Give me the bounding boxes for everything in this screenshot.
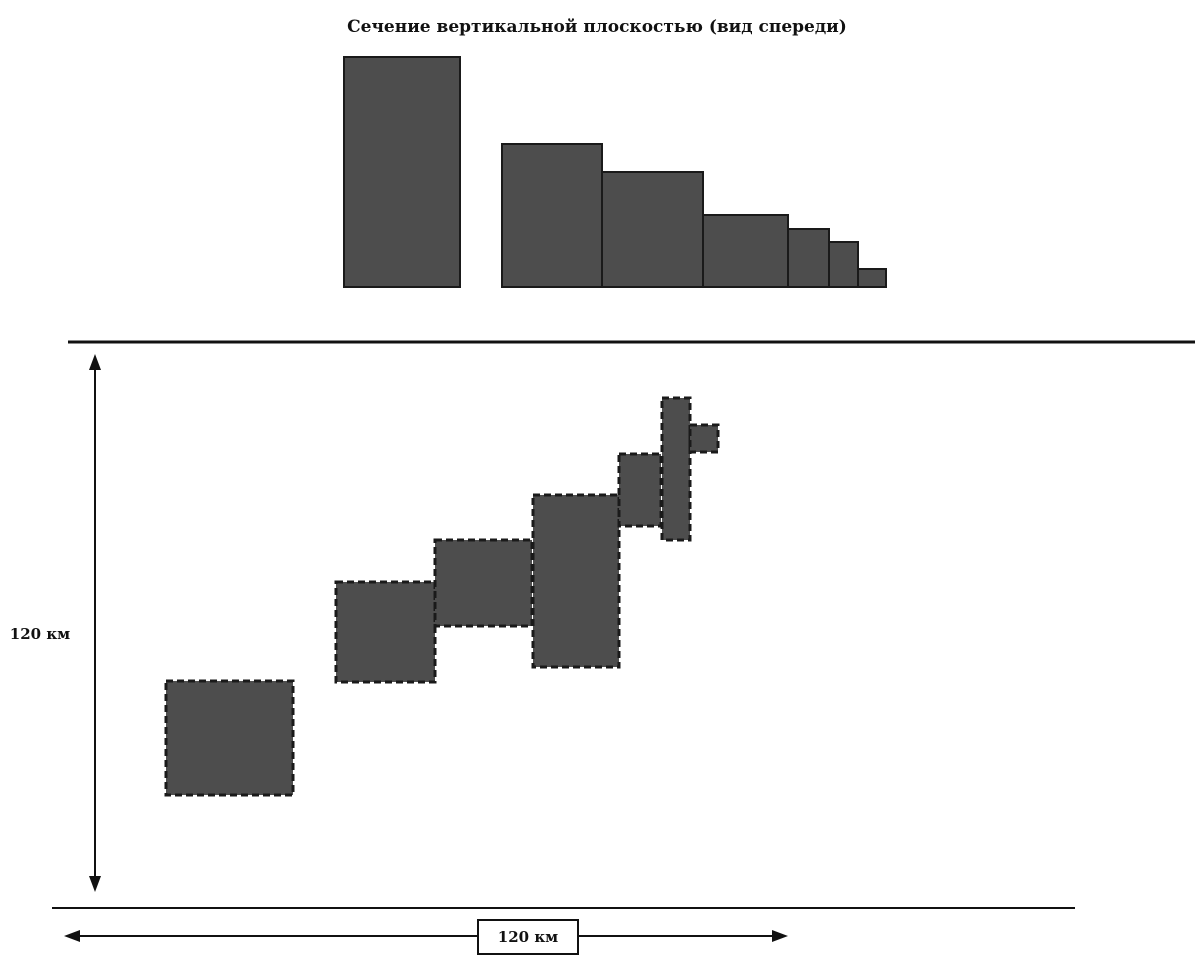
plan-block-4 — [531, 493, 621, 669]
vertical-dimension-label: 120 км — [10, 625, 70, 643]
front-view-section — [343, 56, 887, 288]
vertical-dimension-arrow — [89, 354, 101, 892]
arrow-up-icon — [89, 354, 101, 370]
horizontal-dimension-arrow — [64, 930, 788, 942]
plan-view-section — [164, 396, 720, 797]
front-block-4 — [702, 214, 789, 288]
plan-block-7 — [688, 423, 720, 454]
diagram-title: Сечение вертикальной плоскостью (вид спе… — [347, 17, 847, 37]
plan-block-6 — [660, 396, 692, 542]
front-block-6 — [828, 241, 859, 288]
plan-block-5 — [617, 452, 663, 528]
arrow-right-icon — [772, 930, 788, 942]
plan-block-1 — [164, 679, 295, 797]
front-block-7 — [857, 268, 887, 288]
front-block-3 — [601, 171, 704, 288]
horizontal-dimension-label: 120 км — [498, 928, 558, 946]
vertical-label-backdrop — [6, 620, 86, 646]
plan-block-3 — [433, 538, 534, 628]
front-block-5 — [787, 228, 830, 288]
front-block-1 — [343, 56, 461, 288]
horizontal-label-box — [477, 919, 579, 955]
front-block-2 — [501, 143, 603, 288]
plan-block-2 — [334, 580, 437, 684]
arrow-down-icon — [89, 876, 101, 892]
arrow-left-icon — [64, 930, 80, 942]
